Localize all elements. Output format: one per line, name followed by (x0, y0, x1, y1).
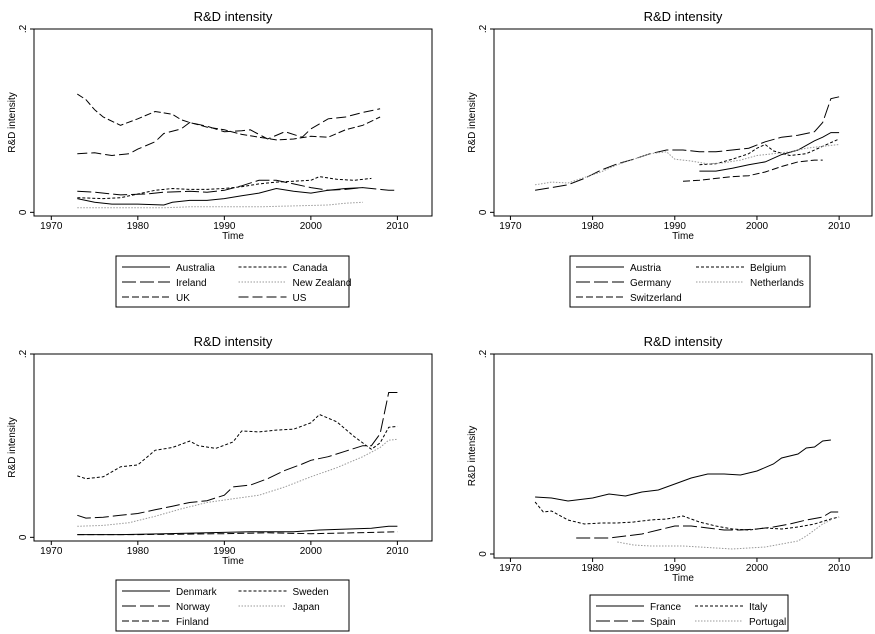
x-tick-label: 1990 (664, 221, 687, 232)
x-axis-label: Time (222, 231, 244, 242)
series-line-italy (534, 501, 840, 531)
y-tick-label: .2 (478, 349, 489, 358)
y-axis-label: R&D intensity (467, 92, 478, 153)
x-axis-label: Time (672, 573, 694, 584)
chart-title: R&D intensity (644, 334, 723, 349)
series-line-belgium (699, 138, 840, 166)
legend: France Italy Spain Portugal (589, 594, 789, 632)
legend-label: US (293, 293, 307, 304)
legend-label: Germany (630, 278, 671, 289)
chart-title: R&D intensity (194, 9, 273, 24)
x-axis-label: Time (672, 231, 694, 242)
x-tick-label: 2010 (386, 221, 409, 232)
chart-title: R&D intensity (644, 9, 723, 24)
legend-box (589, 594, 789, 632)
plot-frame (493, 28, 873, 217)
series-line-netherlands (535, 144, 840, 186)
series-line-france (535, 439, 831, 502)
legend-label: Spain (650, 617, 676, 628)
y-tick-label: 0 (18, 209, 29, 215)
series-line-portugal (617, 519, 832, 550)
series-line-japan (77, 438, 398, 527)
plot-frame (493, 353, 873, 559)
series-line-germany (535, 96, 840, 191)
legend-box (569, 255, 811, 308)
series-line-sweden (77, 413, 398, 480)
legend-box (115, 255, 350, 308)
y-tick-label: 0 (478, 209, 489, 215)
legend-label: Austria (630, 263, 662, 274)
chart-panel-4: R&D intensity 1970 1980 1990 2000 2010 Time 0 .2… (467, 334, 873, 632)
chart-title: R&D intensity (194, 334, 273, 349)
series-line-us (77, 108, 381, 157)
series-line-ireland (77, 179, 398, 196)
x-tick-label: 1980 (581, 221, 604, 232)
x-tick-label: 1980 (127, 546, 150, 557)
y-axis-label: R&D intensity (467, 426, 478, 487)
y-tick-label: .2 (18, 24, 29, 33)
legend-label: Netherlands (750, 278, 804, 289)
legend-label: Sweden (293, 587, 329, 598)
y-axis-label: R&D intensity (7, 92, 18, 153)
x-tick-label: 1990 (664, 563, 687, 574)
y-tick-label: .2 (478, 24, 489, 33)
legend-label: Italy (749, 602, 767, 613)
x-tick-label: 2000 (300, 546, 323, 557)
y-tick-label: 0 (478, 551, 489, 557)
x-tick-label: 1980 (127, 221, 150, 232)
x-tick-label: 2000 (300, 221, 323, 232)
legend-label: France (650, 602, 682, 613)
legend-label: Switzerland (630, 293, 682, 304)
plot-frame (33, 28, 433, 217)
legend-label: Belgium (750, 263, 786, 274)
series-line-switzerland (682, 159, 823, 182)
y-tick-label: 0 (18, 534, 29, 540)
series-line-spain (576, 511, 840, 539)
chart-panel-2: R&D intensity 1970 1980 1990 2000 2010 Time 0 .2… (467, 9, 873, 308)
legend-label: Denmark (176, 587, 218, 598)
legend: Austria Belgium Germany Netherlands Switzerl… (569, 255, 811, 308)
legend: Denmark Sweden Norway Japan Finland (115, 579, 350, 632)
series-line-norway (77, 392, 398, 519)
legend-label: Canada (293, 263, 328, 274)
legend-label: Finland (176, 617, 209, 628)
legend-label: New Zealand (293, 278, 352, 289)
x-tick-label: 1970 (499, 563, 522, 574)
series-line-new-zealand (77, 201, 363, 209)
series-line-australia (77, 187, 363, 206)
chart-panel-3: R&D intensity 1970 1980 1990 2000 2010 Time 0 .2… (7, 334, 433, 632)
x-tick-label: 2010 (828, 221, 851, 232)
legend: Australia Canada Ireland New Zealand UK US (115, 255, 352, 308)
x-tick-label: 1990 (213, 546, 236, 557)
x-tick-label: 1990 (213, 221, 236, 232)
x-tick-label: 2000 (746, 563, 769, 574)
y-tick-label: .2 (18, 349, 29, 358)
x-tick-label: 2010 (828, 563, 851, 574)
chart-panel-1: R&D intensity 1970 1980 1990 2000 2010 Time 0 .2… (7, 9, 433, 308)
x-tick-label: 2010 (386, 546, 409, 557)
legend-label: Japan (293, 602, 320, 613)
legend-box (115, 579, 350, 632)
legend-label: UK (176, 293, 190, 304)
x-axis-label: Time (222, 556, 244, 567)
legend-label: Ireland (176, 278, 207, 289)
legend-label: Portugal (749, 617, 786, 628)
x-tick-label: 2000 (746, 221, 769, 232)
x-tick-label: 1980 (581, 563, 604, 574)
plot-frame (33, 353, 433, 542)
x-tick-label: 1970 (40, 546, 63, 557)
legend-label: Norway (176, 602, 210, 613)
y-axis-label: R&D intensity (7, 417, 18, 478)
x-tick-label: 1970 (40, 221, 63, 232)
series-line-austria (699, 132, 840, 172)
x-tick-label: 1970 (499, 221, 522, 232)
series-line-uk (77, 93, 381, 141)
series-line-finland (77, 531, 398, 536)
legend-label: Australia (176, 263, 215, 274)
